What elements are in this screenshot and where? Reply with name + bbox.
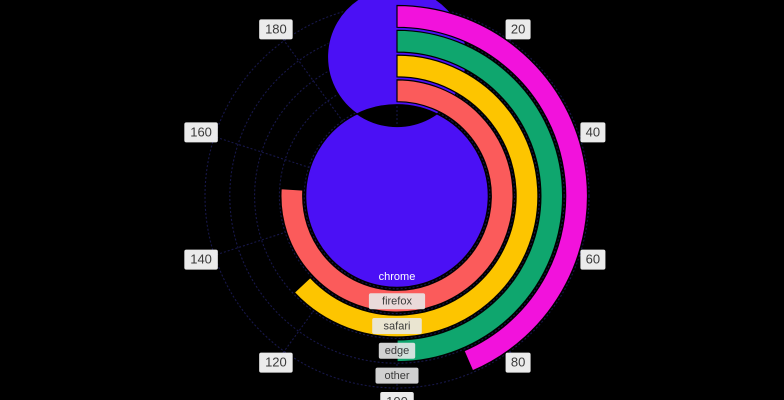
radial-tick-edge: edge	[378, 342, 416, 359]
category-labels-group: chrome firefox safari edge other	[368, 271, 426, 384]
angular-tick-60: 60	[580, 249, 606, 270]
angular-tick-100: 100	[380, 392, 414, 400]
angular-tick-180: 180	[259, 19, 293, 40]
angular-tick-label: 80	[511, 355, 525, 370]
angular-tick-labels-group: 20406080100120140160180200	[184, 19, 606, 400]
angular-tick-label: 140	[190, 252, 212, 267]
angular-tick-label: 40	[586, 124, 600, 139]
bar-safari[interactable]	[293, 54, 539, 338]
radial-tick-other: other	[375, 367, 419, 384]
angular-tick-label: 20	[511, 21, 525, 36]
angular-tick-120: 120	[259, 352, 293, 373]
radial-tick-label: firefox	[382, 296, 412, 308]
angular-tick-140: 140	[184, 249, 218, 270]
angular-tick-label: 120	[265, 355, 287, 370]
angular-tick-80: 80	[505, 352, 531, 373]
angular-tick-160: 160	[184, 122, 218, 143]
radial-tick-firefox: firefox	[368, 293, 426, 310]
bar-other[interactable]	[396, 4, 589, 372]
radial-tick-safari: safari	[372, 318, 422, 334]
bar-firefox[interactable]	[280, 79, 514, 313]
angular-tick-40: 40	[580, 122, 606, 143]
radial-tick-label: edge	[385, 345, 409, 357]
angular-tick-20: 20	[505, 19, 531, 40]
bar-edge[interactable]	[396, 29, 564, 363]
radial-tick-label: safari	[384, 320, 411, 332]
angular-tick-label: 60	[586, 252, 600, 267]
radial-tick-label: other	[384, 370, 409, 382]
radial-tick-chrome: chrome	[379, 271, 416, 283]
angular-tick-label: 160	[190, 124, 212, 139]
angular-tick-label: 180	[265, 21, 287, 36]
bars-group	[280, 0, 589, 372]
angular-tick-label: 100	[386, 394, 408, 400]
radial-tick-label: chrome	[379, 271, 416, 283]
